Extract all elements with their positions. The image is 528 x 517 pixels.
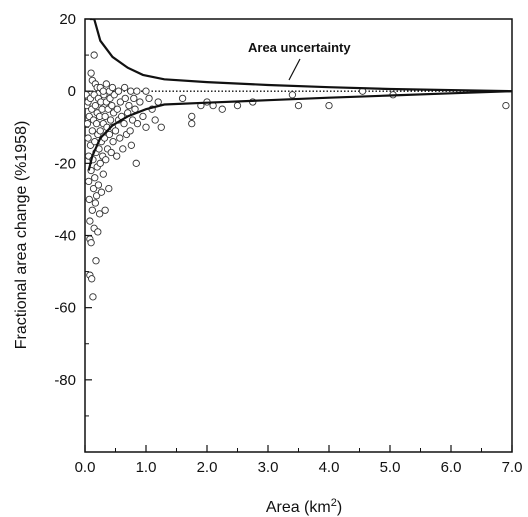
data-point [131, 105, 139, 113]
data-point [142, 123, 150, 131]
annotation-arrow [288, 58, 301, 81]
x-tick-label: 1.0 [136, 459, 157, 476]
data-point [113, 152, 121, 160]
data-point [98, 105, 106, 113]
data-point [132, 159, 140, 167]
data-point [133, 87, 141, 95]
data-point [99, 87, 107, 95]
data-point [125, 101, 133, 110]
data-point [94, 228, 102, 236]
data-point [85, 177, 93, 186]
data-point [145, 94, 153, 103]
y-axis-title: Fractional area change (%1958) [13, 121, 30, 350]
data-point [111, 127, 120, 135]
data-point [157, 123, 165, 131]
data-point [85, 119, 92, 128]
data-point [107, 148, 115, 157]
data-point [120, 119, 128, 128]
data-point [121, 94, 129, 103]
y-tick-label: -40 [54, 228, 76, 245]
x-tick-label: 0.0 [75, 459, 96, 476]
x-tick-label: 7.0 [502, 459, 523, 476]
data-point [94, 181, 103, 189]
y-tick-label: -80 [54, 372, 76, 389]
data-point [109, 138, 117, 146]
data-point [106, 116, 115, 124]
y-tick-label: -20 [54, 155, 76, 172]
data-point [288, 91, 297, 99]
uncertainty-upper-curve [89, 19, 512, 93]
data-point [116, 134, 124, 142]
data-point [178, 94, 187, 103]
data-point [92, 192, 101, 200]
data-point [113, 105, 121, 113]
y-tick-label: -60 [54, 300, 76, 317]
data-point [105, 184, 113, 193]
uncertainty-lower-curve [87, 90, 512, 171]
data-point [88, 275, 96, 283]
x-tick-label: 2.0 [197, 459, 218, 476]
data-point [116, 98, 125, 106]
data-point [133, 119, 142, 128]
data-point [86, 217, 94, 225]
data-point [154, 98, 162, 106]
data-point [87, 69, 95, 77]
data-point [95, 210, 104, 218]
data-point [88, 127, 96, 135]
data-point [89, 293, 97, 301]
data-point [151, 116, 159, 124]
data-point [114, 87, 123, 95]
x-tick-label: 5.0 [380, 459, 401, 476]
data-point [127, 141, 136, 149]
plot-frame [84, 18, 513, 453]
data-point [127, 87, 135, 95]
data-point [136, 98, 144, 106]
data-point [88, 206, 96, 214]
annotation-label: Area uncertainty [248, 40, 351, 55]
data-point [89, 184, 98, 193]
data-point [91, 174, 99, 182]
data-point [101, 112, 109, 121]
data-point [188, 119, 196, 128]
data-point [108, 83, 117, 92]
data-point [102, 156, 110, 164]
y-tick-label: 0 [68, 83, 76, 100]
data-point [188, 112, 196, 121]
data-point [87, 239, 95, 247]
data-point [126, 127, 134, 135]
data-point [85, 134, 92, 142]
data-point [325, 101, 333, 110]
data-point [99, 170, 107, 178]
data-point [85, 195, 93, 204]
data-point [105, 130, 114, 139]
data-point [96, 159, 104, 167]
x-tick-label: 3.0 [258, 459, 279, 476]
data-point [108, 101, 116, 110]
x-axis-title: Area (km2) [266, 497, 342, 516]
data-point [128, 116, 137, 124]
data-point [91, 101, 100, 110]
data-point [142, 87, 150, 95]
data-point [502, 101, 510, 110]
data-point [90, 51, 98, 59]
data-point [119, 145, 127, 153]
x-tick-label: 6.0 [441, 459, 462, 476]
data-point [130, 94, 138, 103]
y-tick-label: 20 [59, 11, 76, 28]
data-point [233, 101, 242, 110]
data-point [92, 119, 101, 128]
data-point [294, 101, 303, 110]
x-tick-label: 4.0 [319, 459, 340, 476]
data-point [96, 127, 104, 135]
data-point [97, 188, 106, 196]
data-point [102, 80, 111, 88]
data-point [139, 112, 147, 121]
data-point [218, 105, 226, 113]
data-point [91, 199, 100, 207]
data-point [101, 206, 109, 214]
data-point [121, 83, 129, 92]
data-point [92, 257, 100, 265]
